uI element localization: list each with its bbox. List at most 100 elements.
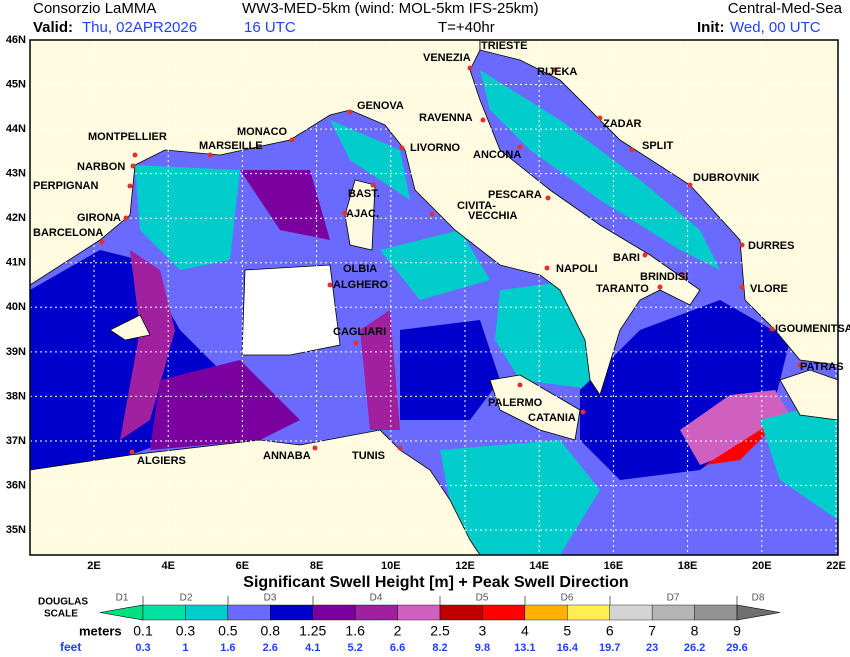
lon-label: 20E (752, 560, 772, 572)
city-label: TARANTO (596, 283, 649, 295)
city-label: MARSEILLE (199, 140, 263, 152)
feet-value: 8.2 (432, 642, 447, 654)
colorbar-segment (694, 604, 738, 621)
init-label: Init: (697, 19, 725, 36)
meters-value: 2.5 (430, 623, 450, 639)
city-dot (347, 109, 353, 115)
swell-zone (480, 70, 720, 270)
feet-label: feet (60, 640, 81, 654)
colorbar-segment (567, 604, 610, 621)
lon-label: 6E (236, 560, 249, 572)
swell-zone (760, 400, 838, 520)
city-dot (130, 163, 136, 169)
lat-label: 45N (6, 78, 26, 90)
city-label: AJAC. (346, 208, 379, 220)
douglas-label: D8 (752, 593, 765, 604)
colorbar-segment (227, 604, 271, 621)
feet-value: 6.6 (390, 642, 405, 654)
feet-value: 1.6 (220, 642, 235, 654)
city-dot (769, 326, 775, 332)
city-dot (642, 252, 648, 258)
city-label: DUBROVNIK (693, 172, 760, 184)
lat-label: 43N (6, 168, 26, 180)
lon-label: 16E (604, 560, 624, 572)
colorbar-segment (482, 604, 526, 621)
meters-value: 3 (479, 623, 487, 639)
feet-value: 19.7 (599, 642, 620, 654)
city-label: CIVITA- (457, 200, 496, 212)
feet-value: 0.3 (135, 642, 150, 654)
feet-value: 26.2 (684, 642, 705, 654)
lat-label: 35N (6, 524, 26, 536)
city-label: ALGHERO (333, 279, 388, 291)
swell-zone (120, 250, 175, 440)
meters-value: 8 (691, 623, 699, 639)
city-dot (127, 183, 133, 189)
swell-zone (680, 390, 790, 465)
meters-value: 0.1 (133, 623, 153, 639)
city-label: MONACO (237, 126, 288, 138)
douglas-label: D4 (370, 593, 383, 604)
colorbar-segment (142, 604, 186, 621)
lat-label: 38N (6, 390, 26, 402)
lon-label: 12E (455, 560, 475, 572)
city-label: OLBIA (343, 263, 377, 275)
map: VENEZIA TRIESTE RIJEKA GENOVA RAVENNA ZADAR MO… (29, 39, 850, 556)
meters-value: 0.5 (218, 623, 238, 639)
city-dot (739, 284, 745, 290)
city-label: LIVORNO (410, 142, 461, 154)
land (241, 264, 341, 356)
city-label: NARBON (77, 161, 125, 173)
land (489, 374, 581, 441)
meters-value: 6 (606, 623, 614, 639)
swell-zone (400, 320, 500, 420)
city-label: PATRAS (800, 361, 844, 373)
scale-label: DOUGLAS (38, 597, 88, 608)
douglas-label: D1 (116, 593, 129, 604)
feet-value: 23 (646, 642, 658, 654)
init-value: Wed, 00 UTC (730, 19, 821, 36)
city-dot (580, 409, 586, 415)
colorbar-low (99, 604, 144, 621)
city-dot (517, 382, 523, 388)
douglas-label: D6 (561, 593, 574, 604)
lon-label: 2E (87, 560, 100, 572)
swell-zone (135, 165, 240, 270)
douglas-label: D2 (180, 593, 193, 604)
meters-value: 1.25 (299, 623, 326, 639)
city-dot (629, 147, 635, 153)
lon-label: 8E (310, 560, 323, 572)
valid-hour: 16 UTC (244, 19, 296, 36)
model: WW3-MED-5km (wind: MOL-5km IFS-25km) (242, 0, 539, 17)
city-dot (289, 137, 295, 143)
city-label: IGOUMENITSA (775, 323, 850, 335)
city-label: PALERMO (488, 397, 543, 409)
city-dot (123, 215, 129, 221)
city-dot (342, 210, 348, 216)
feet-value: 4.1 (305, 642, 320, 654)
land (109, 314, 151, 341)
swell-zone (360, 310, 400, 430)
city-label: RAVENNA (419, 112, 473, 124)
feet-value: 9.8 (475, 642, 490, 654)
city-dot (467, 65, 473, 71)
city-label: GENOVA (357, 100, 404, 112)
colorbar-segment (524, 604, 568, 621)
city-dot (132, 152, 138, 158)
map-frame (29, 39, 839, 556)
city-label: VENEZIA (423, 52, 471, 64)
lat-label: 42N (6, 212, 26, 224)
lon-label: 14E (529, 560, 549, 572)
swell-zone (330, 120, 410, 200)
swell-zone (440, 440, 600, 555)
swell-zone (240, 170, 330, 240)
lon-label: 18E (678, 560, 698, 572)
colorbar-segment (397, 604, 441, 621)
city-dot (370, 182, 376, 188)
city-label: SPLIT (642, 140, 673, 152)
land (29, 39, 701, 396)
city-label: BARCELONA (33, 227, 103, 239)
region: Central-Med-Sea (728, 0, 843, 17)
city-label: RIJEKA (537, 66, 577, 78)
city-dot (680, 272, 686, 278)
